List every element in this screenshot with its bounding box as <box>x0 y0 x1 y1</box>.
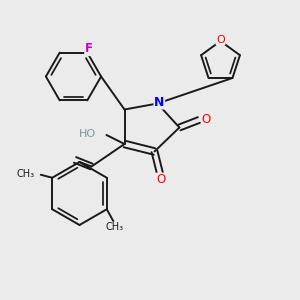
Text: CH₃: CH₃ <box>106 222 124 232</box>
Text: N: N <box>154 96 164 109</box>
Text: O: O <box>202 112 211 126</box>
Text: CH₃: CH₃ <box>16 169 34 179</box>
Text: F: F <box>85 43 93 56</box>
Text: O: O <box>216 34 225 45</box>
Text: HO: HO <box>79 129 96 139</box>
Text: O: O <box>156 173 165 186</box>
